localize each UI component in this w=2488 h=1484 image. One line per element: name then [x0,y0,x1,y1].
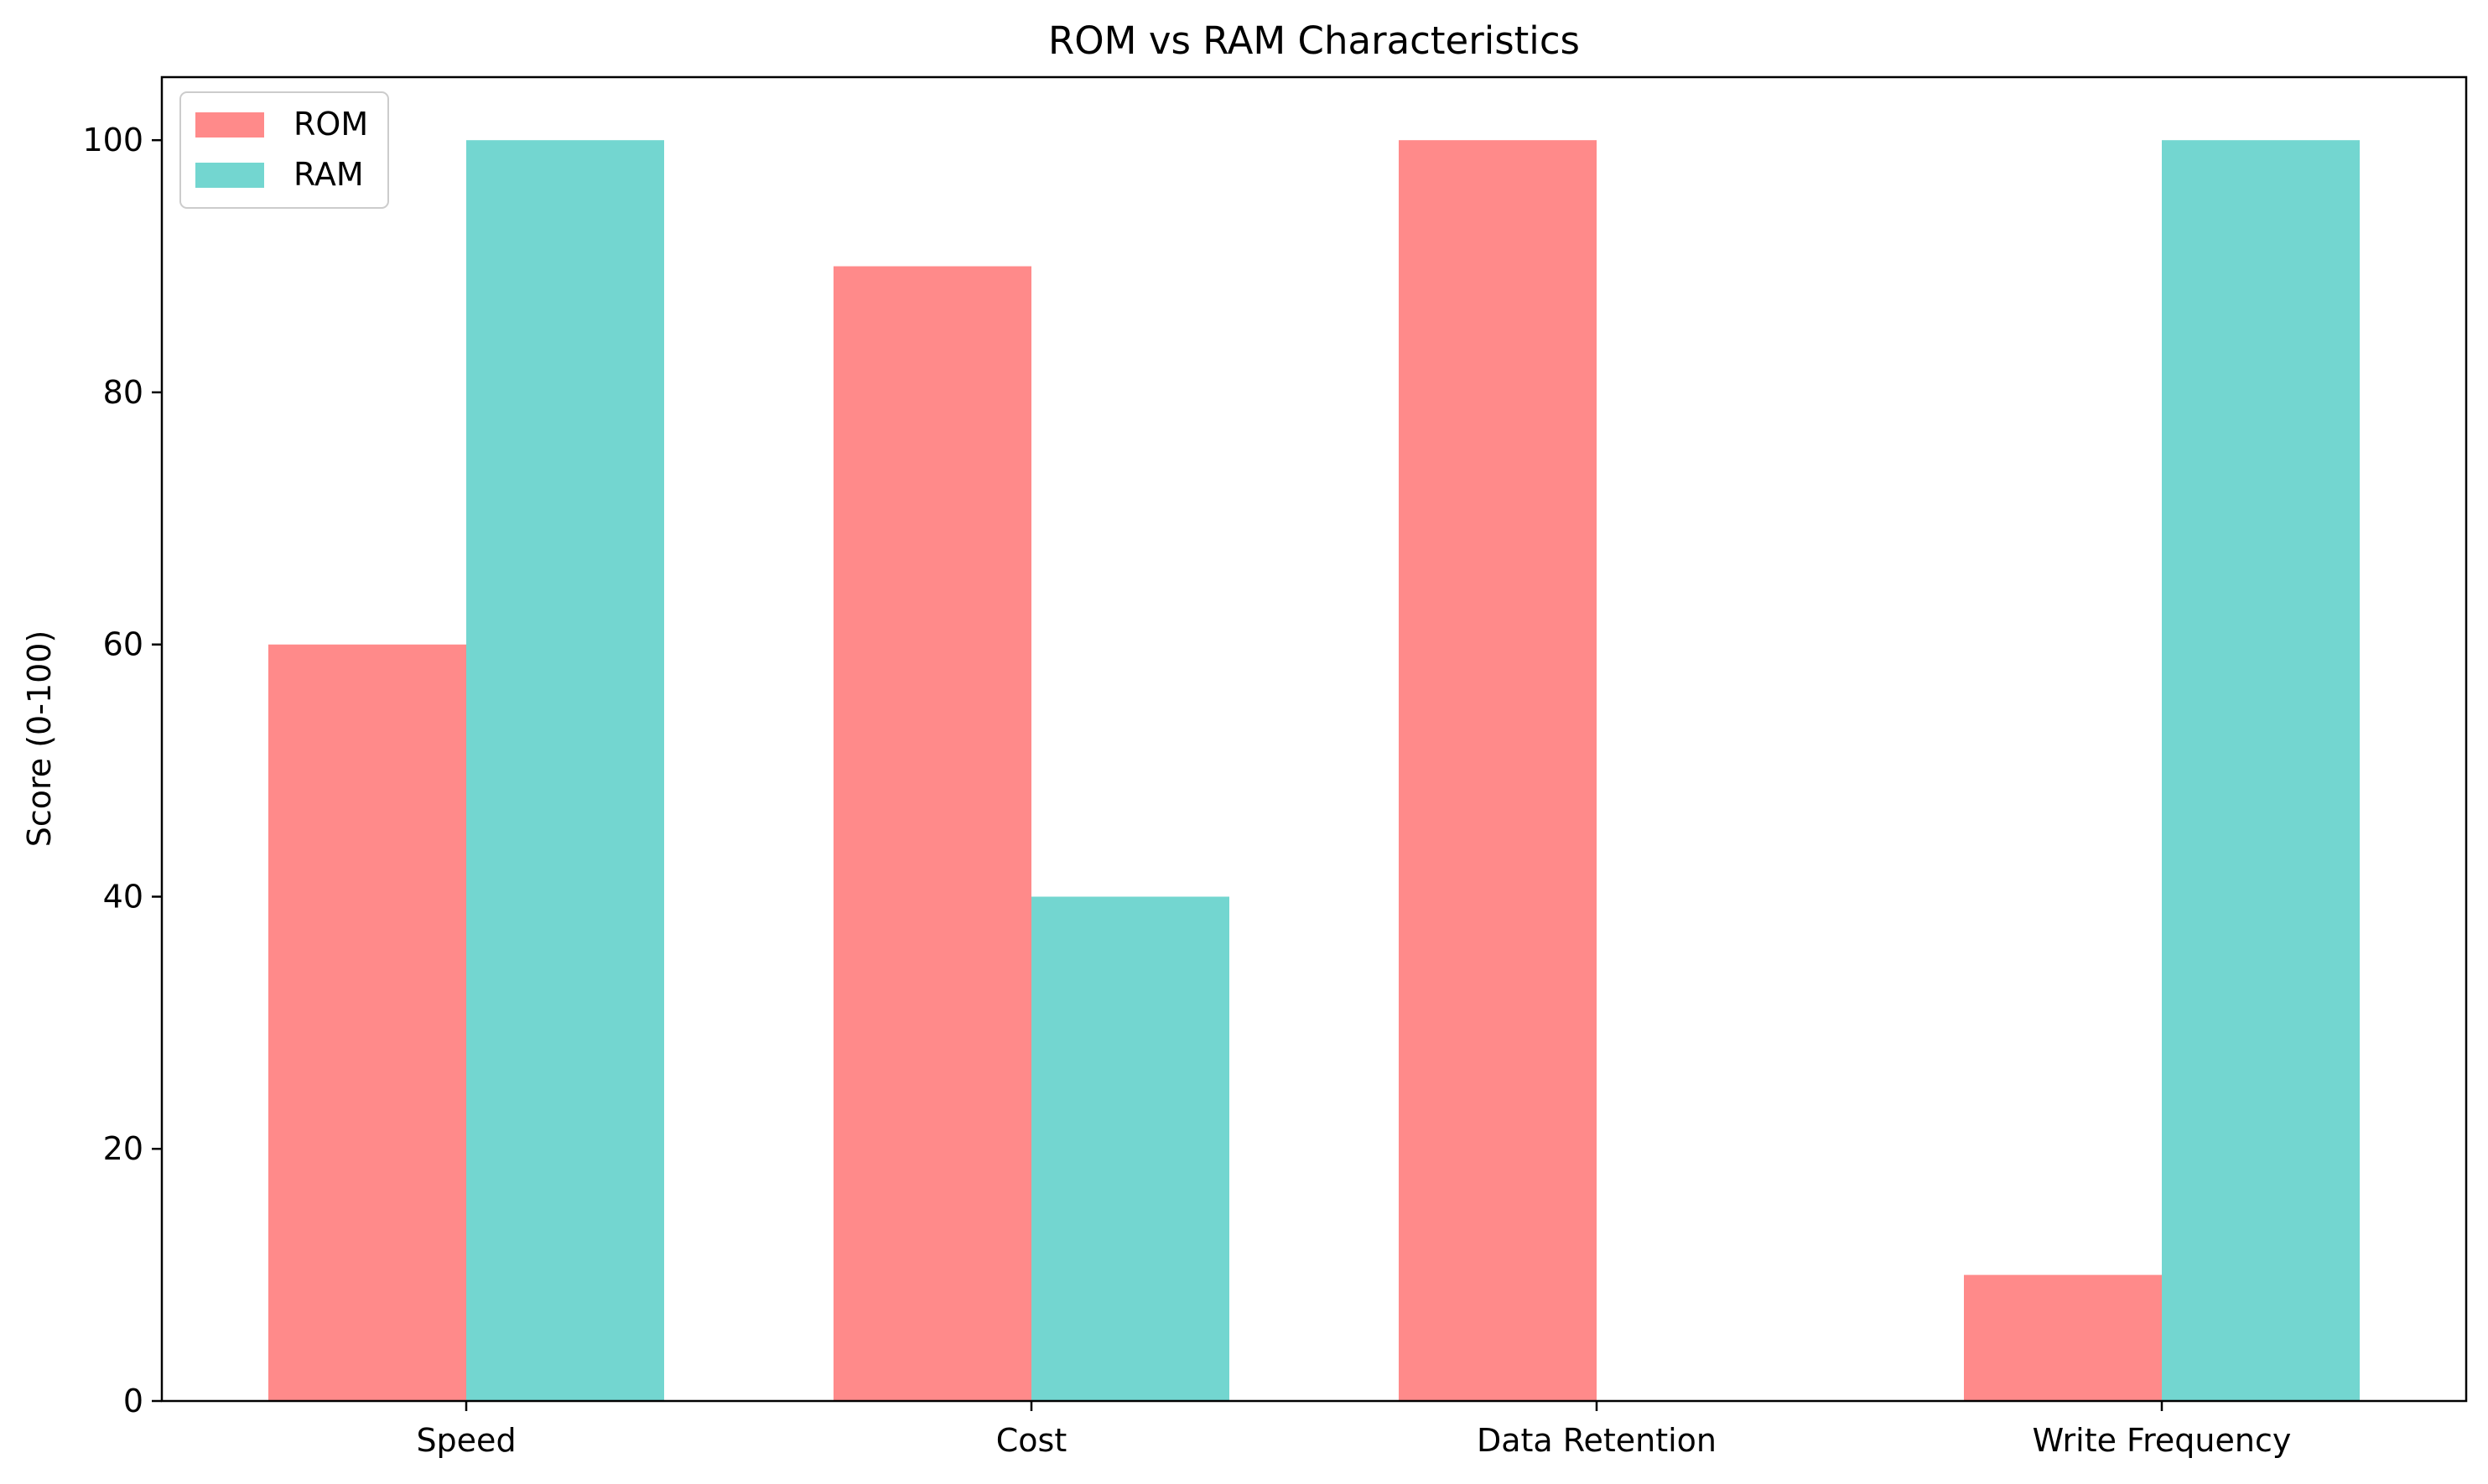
bar-ram-speed [466,140,664,1402]
y-tick-label: 0 [123,1383,143,1419]
y-tick-label: 60 [103,626,143,663]
y-tick-label: 100 [82,122,143,158]
legend-label-ram: RAM [293,156,364,193]
x-tick-label: Speed [416,1422,516,1459]
x-tick-label: Write Frequency [2033,1422,2292,1459]
legend: ROM RAM [179,91,389,209]
chart-title: ROM vs RAM Characteristics [1048,18,1580,63]
bar-rom-write-frequency [1964,1274,2162,1401]
x-tick-label: Data Retention [1477,1422,1717,1459]
bar-rom-data-retention [1399,140,1597,1402]
y-tick-label: 20 [103,1130,143,1167]
y-tick-label: 40 [103,878,143,915]
plot-area-frame [160,75,2468,1403]
y-tick-label: 80 [103,374,143,411]
bar-rom-speed [268,644,466,1401]
bar-ram-cost [1031,896,1229,1401]
legend-swatch-rom [195,112,264,138]
x-tick-label: Cost [996,1422,1067,1459]
bar-rom-cost [834,266,1031,1402]
x-axis-ticks: Speed Cost Data Retention Write Frequency [416,1401,2291,1459]
y-axis-label: Score (0-100) [21,630,58,848]
bar-ram-write-frequency [2162,140,2360,1402]
legend-label-rom: ROM [293,106,368,143]
bars-group [268,140,2360,1402]
legend-swatch-ram [195,163,264,188]
y-axis-ticks: 0 20 40 60 80 100 [82,122,162,1419]
